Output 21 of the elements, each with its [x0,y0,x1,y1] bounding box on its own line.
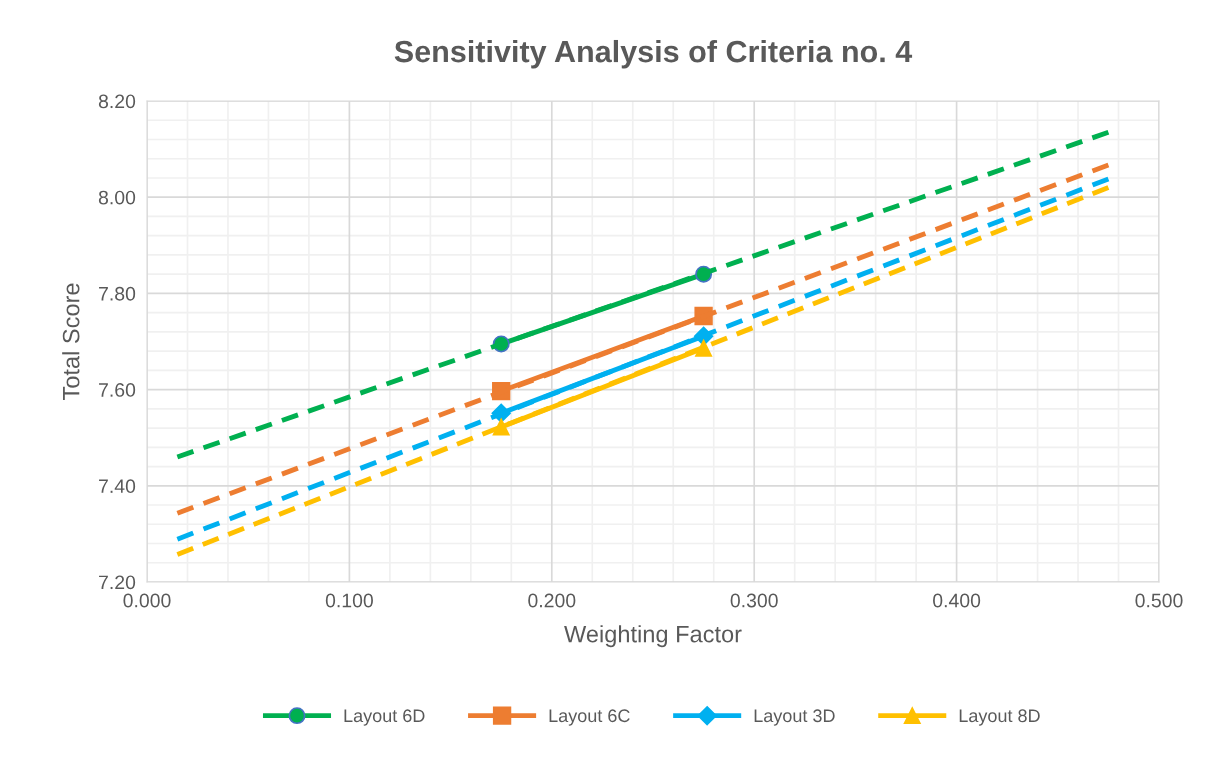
x-tick-label: 0.500 [1135,593,1183,608]
legend-label: Layout 6D [344,709,425,726]
y-tick-label: 7.40 [99,479,136,494]
x-tick-label: 0.200 [528,593,576,608]
x-tick-label: 0.100 [325,593,373,608]
y-tick-label: 7.80 [99,286,136,301]
y-tick-label: 8.20 [98,94,136,109]
legend-label: Layout 6C [549,709,630,726]
x-tick-label: 0.300 [730,593,778,608]
y-axis-title: Total Score [62,283,80,401]
y-tick-label: 7.20 [99,575,136,590]
x-axis-title: Weighting Factor [564,625,742,648]
x-tick-label: 0.400 [933,593,981,608]
x-tick-label: 0.000 [123,593,171,608]
point [492,418,510,436]
point [695,339,713,357]
chart-title: Sensitivity Analysis of Criteria no. 4 [394,39,913,69]
legend-label: Layout 8D [959,709,1040,726]
y-tick-label: 7.60 [99,383,136,397]
legend-label: Layout 3D [754,709,835,726]
y-tick-label: 8.00 [98,190,136,205]
